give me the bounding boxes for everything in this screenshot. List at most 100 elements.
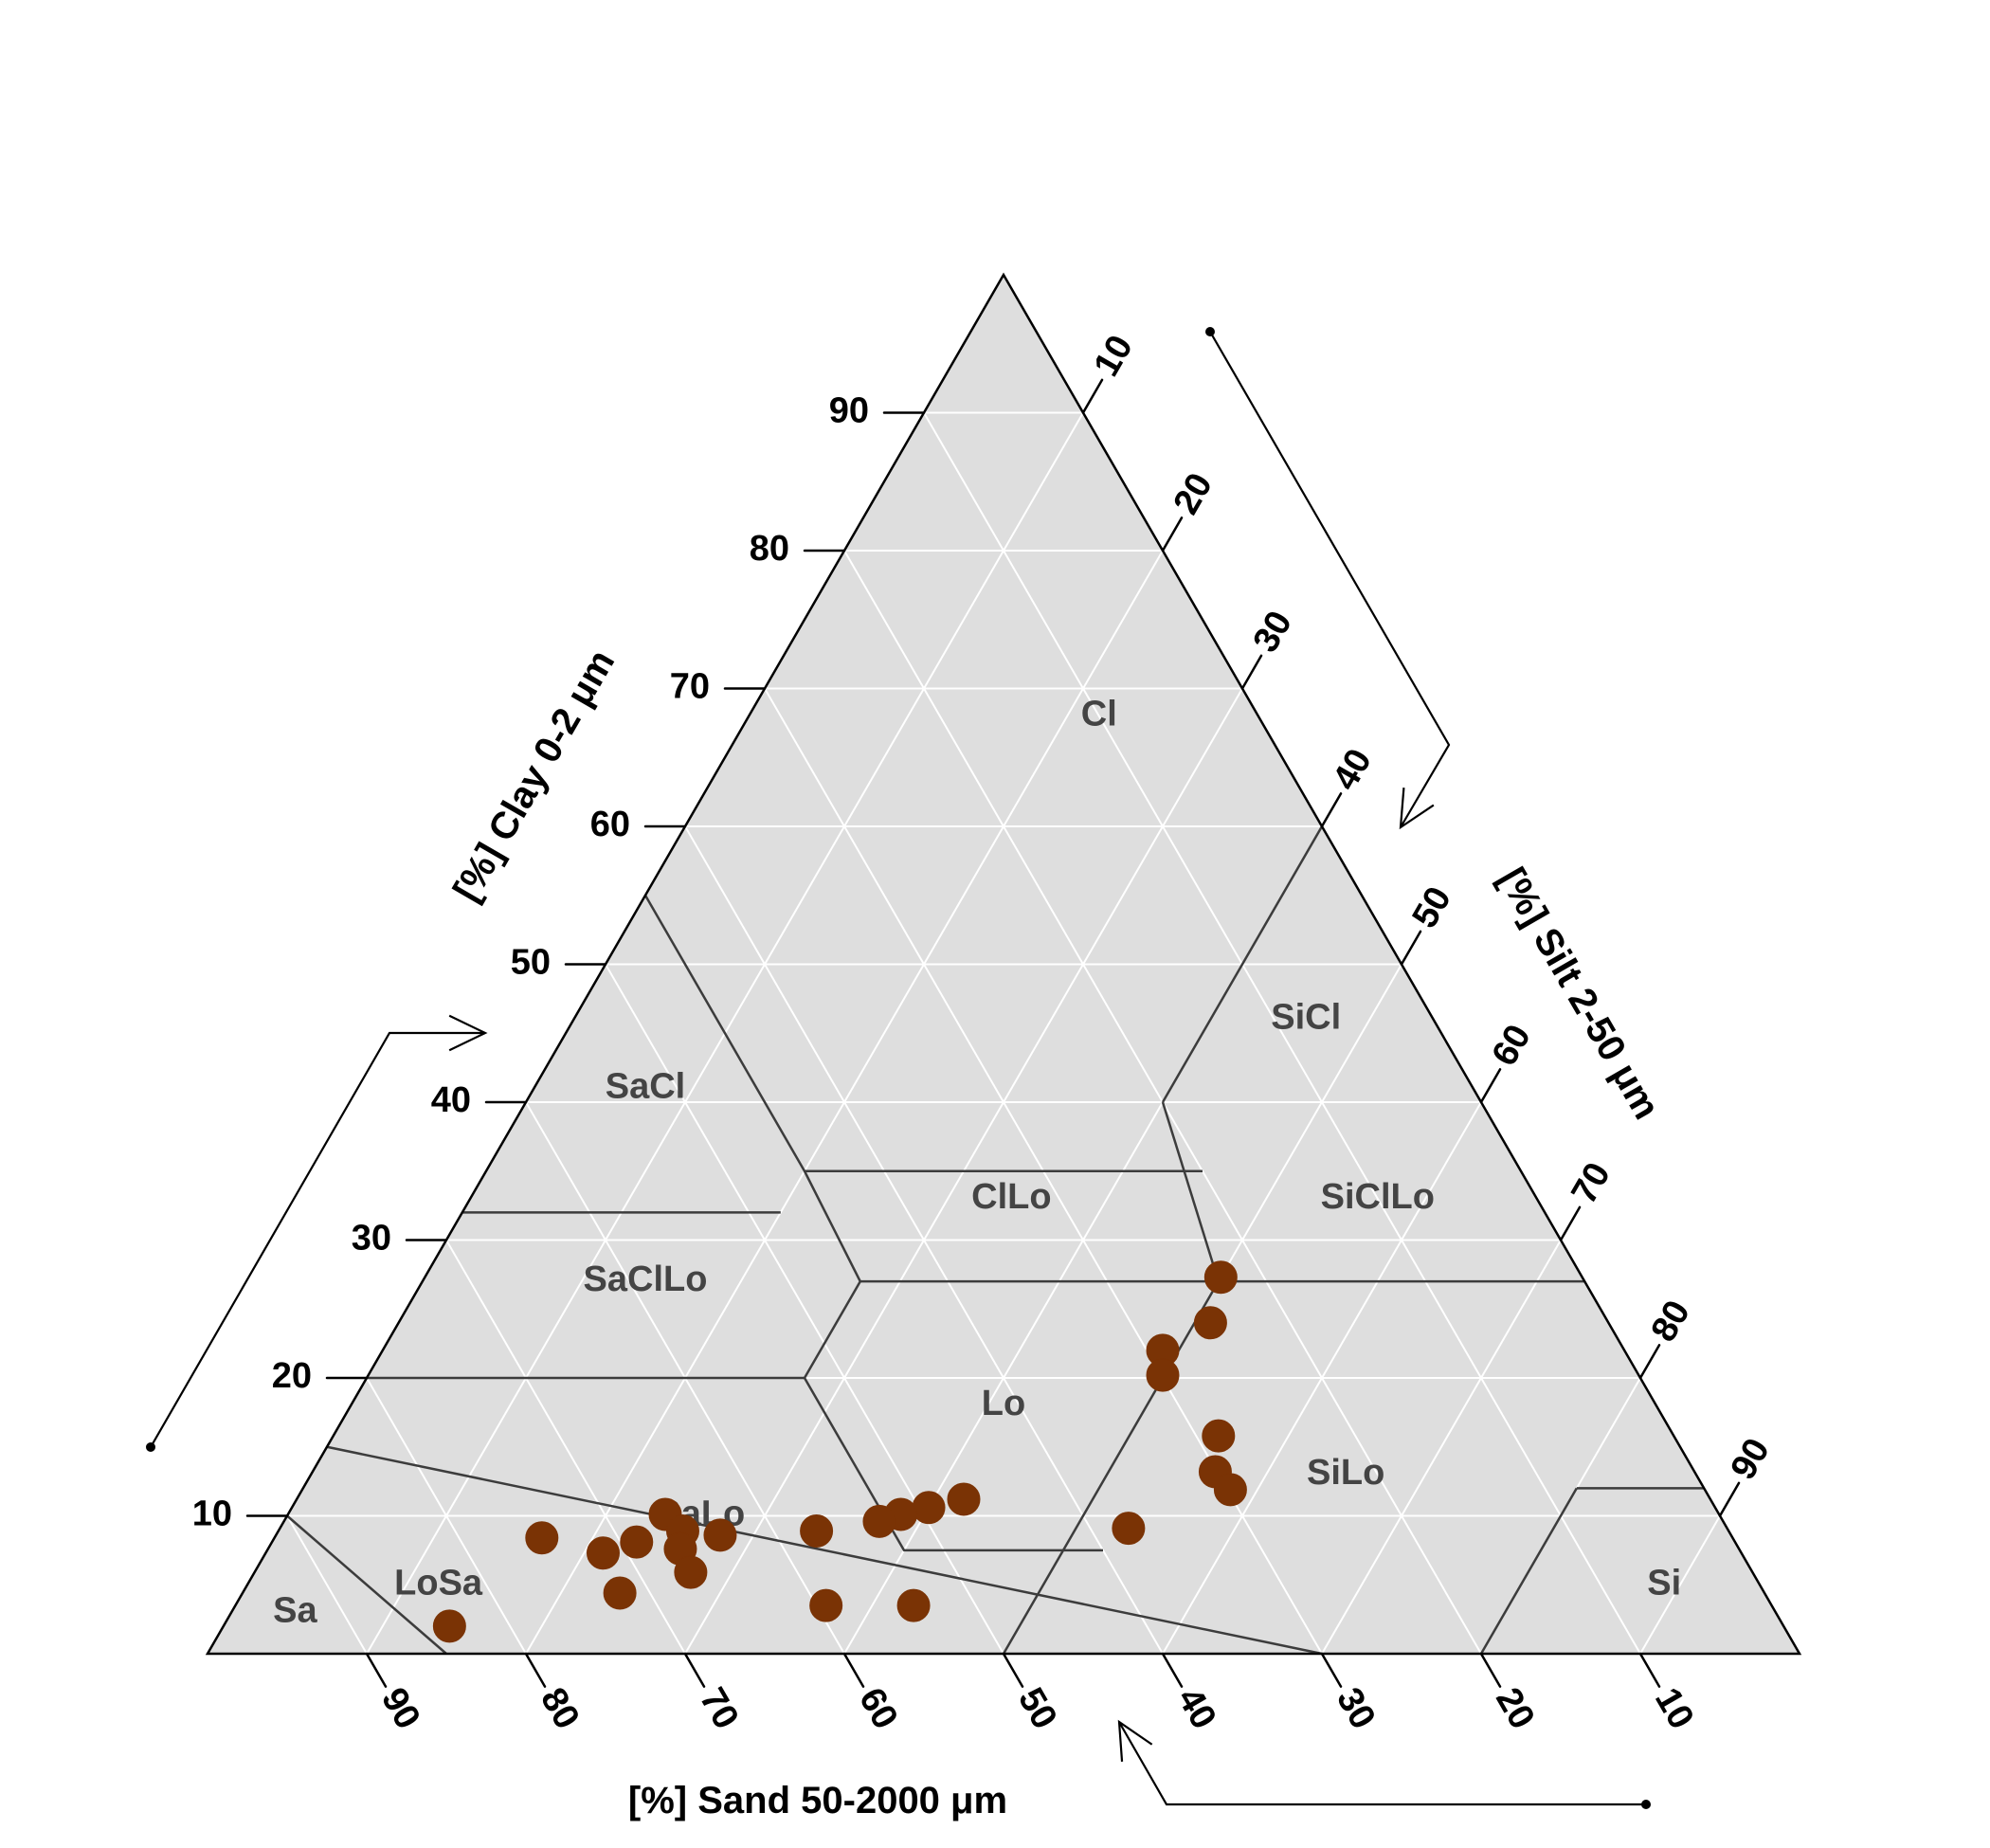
data-point: [1202, 1419, 1236, 1453]
sand-direction-arrow-head: [1117, 1719, 1153, 1762]
data-point: [1112, 1512, 1146, 1546]
data-point: [800, 1514, 834, 1549]
silt-tick-label-50: 50: [1405, 880, 1460, 935]
data-point: [1146, 1358, 1180, 1392]
sand-tick-label-70: 70: [692, 1681, 747, 1736]
data-point: [809, 1588, 843, 1622]
class-boundary: [1161, 825, 1324, 1103]
grid-line-sand-80: [366, 1377, 527, 1655]
silt-axis-label: [%] Silt 2-50 μm: [1491, 861, 1668, 1127]
class-boundary: [1479, 1487, 1578, 1655]
class-boundary: [1002, 1280, 1220, 1655]
silt-tick-label-60: 60: [1485, 1018, 1540, 1073]
data-point: [1203, 1260, 1238, 1295]
data-point: [586, 1536, 620, 1570]
sand-tick-20: [1479, 1652, 1502, 1688]
sand-tick-40: [1161, 1652, 1184, 1688]
data-point: [432, 1609, 466, 1643]
sand-tick-label-20: 20: [1488, 1681, 1543, 1736]
clay-tick-label-10: 10: [192, 1495, 232, 1534]
sand-direction-arrow-dot: [1641, 1800, 1651, 1809]
class-label-sicl: SiCl: [1271, 998, 1341, 1038]
silt-tick-40: [1320, 792, 1343, 828]
sand-tick-label-60: 60: [851, 1681, 906, 1736]
silt-tick-90: [1718, 1481, 1741, 1517]
silt-tick-80: [1638, 1344, 1661, 1380]
sand-tick-label-30: 30: [1329, 1681, 1384, 1736]
silt-tick-label-80: 80: [1644, 1294, 1699, 1349]
data-point: [1193, 1306, 1227, 1340]
silt-tick-label-90: 90: [1724, 1432, 1779, 1487]
data-point: [674, 1555, 708, 1589]
sand-axis-label: [%] Sand 50-2000 μm: [628, 1780, 1007, 1821]
clay-direction-arrow-head: [448, 1014, 488, 1052]
clay-tick-label-50: 50: [511, 943, 551, 983]
clay-axis-label: [%] Clay 0-2 μm: [445, 643, 623, 909]
class-boundary: [286, 1514, 447, 1655]
clay-tick-label-80: 80: [750, 529, 789, 569]
clay-tick-label-60: 60: [590, 805, 630, 844]
sand-tick-label-10: 10: [1647, 1681, 1702, 1736]
class-label-sacl: SaCl: [606, 1066, 685, 1106]
sand-tick-50: [1002, 1652, 1024, 1688]
class-label-sacllo: SaClLo: [584, 1259, 708, 1299]
sand-direction-arrow: [1117, 1719, 1651, 1809]
clay-tick-label-40: 40: [431, 1080, 471, 1120]
data-point: [862, 1504, 896, 1538]
class-label-sa: Sa: [273, 1590, 317, 1630]
grid-line-sand-10: [923, 411, 1641, 1655]
silt-tick-70: [1559, 1205, 1582, 1241]
silt-direction-arrow: [1205, 327, 1451, 830]
silt-tick-20: [1161, 516, 1184, 553]
clay-tick-label-30: 30: [352, 1219, 391, 1259]
silt-tick-label-10: 10: [1087, 329, 1142, 384]
sand-tick-60: [842, 1652, 865, 1688]
data-point: [603, 1576, 637, 1610]
class-label-losa: LoSa: [394, 1563, 483, 1603]
class-boundary: [326, 1445, 1323, 1656]
silt-tick-label-30: 30: [1246, 605, 1301, 660]
class-label-cl: Cl: [1081, 695, 1117, 734]
silt-tick-label-70: 70: [1565, 1156, 1619, 1211]
sand-tick-label-80: 80: [533, 1681, 588, 1736]
class-label-cllo: ClLo: [971, 1177, 1051, 1217]
class-label-si: Si: [1647, 1563, 1681, 1603]
grid-line-silt-60: [1162, 1101, 1482, 1655]
silt-tick-10: [1081, 378, 1104, 414]
silt-tick-30: [1240, 654, 1263, 690]
grid-line-silt-90: [1639, 1514, 1721, 1655]
silt-tick-60: [1479, 1068, 1502, 1104]
sand-tick-label-40: 40: [1169, 1681, 1224, 1736]
silt-tick-label-40: 40: [1326, 742, 1381, 797]
sand-tick-90: [365, 1652, 388, 1688]
silt-tick-50: [1400, 930, 1422, 966]
class-label-lo: Lo: [982, 1384, 1025, 1423]
silt-tick-label-20: 20: [1167, 466, 1221, 521]
clay-tick-label-70: 70: [670, 667, 710, 707]
data-point: [1213, 1473, 1247, 1507]
class-label-sicllo: SiClLo: [1321, 1177, 1435, 1217]
data-point: [947, 1482, 981, 1516]
sand-tick-80: [524, 1652, 547, 1688]
grid-line-sand-50: [605, 963, 1004, 1655]
class-boundary: [1161, 1101, 1220, 1282]
data-point: [896, 1588, 931, 1622]
sand-tick-10: [1638, 1652, 1661, 1688]
class-label-silo: SiLo: [1307, 1453, 1384, 1493]
sand-tick-70: [683, 1652, 706, 1688]
sand-tick-30: [1320, 1652, 1343, 1688]
clay-direction-arrow-path: [150, 1031, 485, 1448]
clay-direction-arrow: [146, 1014, 488, 1452]
data-point: [525, 1521, 559, 1555]
grid-line-sand-70: [445, 1239, 686, 1655]
data-point: [703, 1518, 737, 1552]
clay-tick-label-20: 20: [272, 1356, 312, 1396]
sand-tick-label-50: 50: [1010, 1681, 1065, 1736]
data-point: [912, 1491, 946, 1525]
silt-direction-arrow-head: [1399, 788, 1435, 830]
clay-direction-arrow-dot: [146, 1442, 155, 1452]
sand-tick-label-90: 90: [373, 1681, 428, 1736]
silt-direction-arrow-dot: [1205, 327, 1215, 336]
grid-line-sand-90: [286, 1514, 368, 1655]
